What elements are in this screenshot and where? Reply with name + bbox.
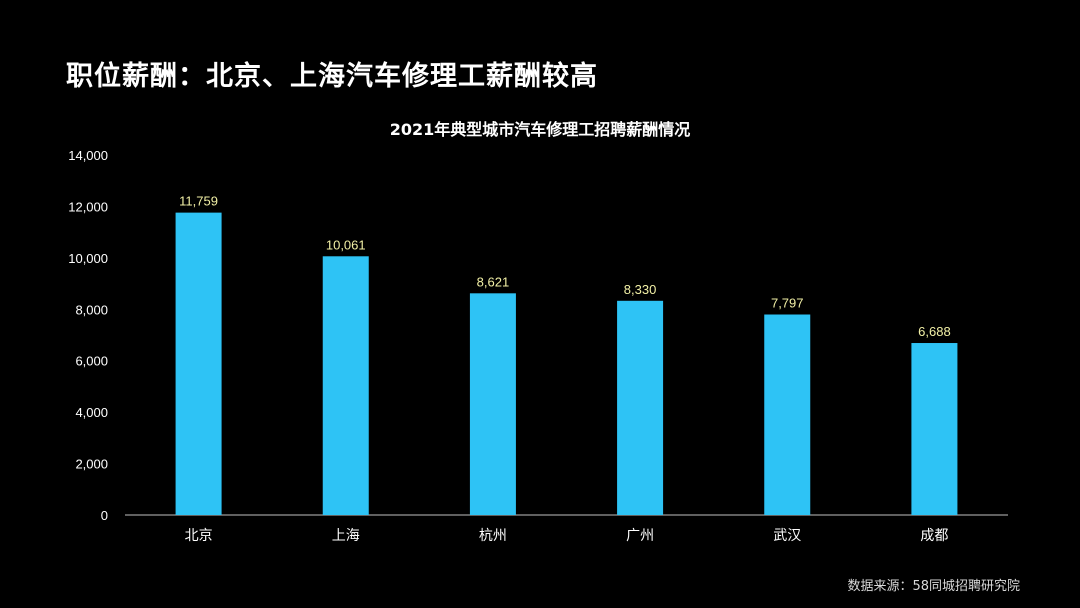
y-tick-label: 12,000 <box>68 199 108 214</box>
bar-3 <box>469 293 516 515</box>
chart-title: 2021年典型城市汽车修理工招聘薪酬情况 <box>389 120 691 139</box>
bar-value-label: 7,797 <box>771 296 804 311</box>
bar-value-label: 10,061 <box>326 237 366 252</box>
bar-2 <box>322 256 369 515</box>
bar-1 <box>175 212 222 515</box>
y-tick-label: 14,000 <box>68 148 108 163</box>
x-tick-label: 北京 <box>185 528 213 544</box>
bar-6 <box>911 343 958 515</box>
bar-value-label: 6,688 <box>918 324 951 339</box>
y-tick-label: 2,000 <box>75 457 108 472</box>
bar-5 <box>764 314 811 515</box>
bar-value-label: 8,621 <box>477 274 510 289</box>
x-tick-label: 上海 <box>332 528 360 544</box>
bar-value-label: 11,759 <box>179 194 218 209</box>
y-tick-label: 10,000 <box>68 251 108 266</box>
data-source: 数据来源：58同城招聘研究院 <box>847 579 1020 594</box>
y-tick-label: 6,000 <box>75 354 108 369</box>
x-tick-label: 杭州 <box>479 528 507 544</box>
slide-title: 职位薪酬：北京、上海汽车修理工薪酬较高 <box>66 61 598 92</box>
y-tick-label: 8,000 <box>75 302 108 317</box>
x-tick-label: 武汉 <box>773 528 801 544</box>
bar-value-label: 8,330 <box>624 282 657 297</box>
x-tick-label: 成都 <box>920 528 948 544</box>
y-tick-label: 0 <box>101 508 108 523</box>
y-tick-label: 4,000 <box>75 405 108 420</box>
x-tick-label: 广州 <box>626 528 654 544</box>
bar-4 <box>617 300 664 515</box>
